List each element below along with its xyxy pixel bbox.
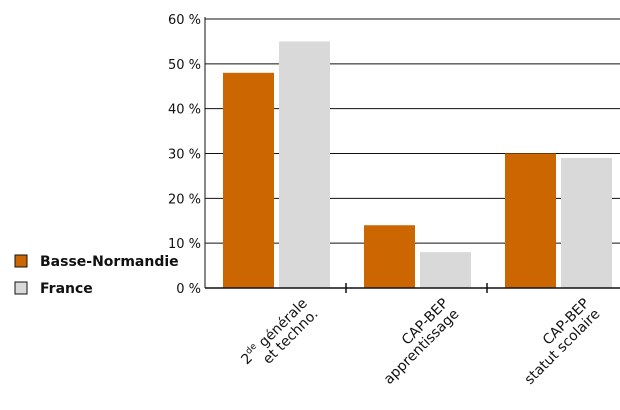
bars bbox=[223, 41, 612, 288]
bar-france-0 bbox=[279, 41, 330, 288]
bar-basse-normandie-0 bbox=[223, 72, 274, 288]
legend-swatch bbox=[14, 281, 28, 295]
y-tick-label: 60 % bbox=[168, 13, 201, 28]
bar-basse-normandie-1 bbox=[364, 225, 415, 288]
y-tick-label: 30 % bbox=[168, 148, 201, 163]
legend-swatch bbox=[14, 254, 28, 268]
y-tick-label: 0 % bbox=[176, 282, 201, 297]
legend-label: France bbox=[40, 281, 93, 297]
y-tick-label: 40 % bbox=[168, 103, 201, 118]
y-tick-label: 10 % bbox=[168, 237, 201, 252]
grid-lines bbox=[205, 18, 620, 244]
bar-basse-normandie-2 bbox=[505, 153, 556, 288]
axes bbox=[204, 17, 620, 293]
y-tick-label: 50 % bbox=[168, 58, 201, 73]
legend-label: Basse-Normandie bbox=[40, 254, 179, 270]
legend: Basse-Normandie France bbox=[14, 254, 179, 297]
bar-france-2 bbox=[561, 157, 612, 288]
bar-france-1 bbox=[420, 252, 471, 288]
y-tick-label: 20 % bbox=[168, 192, 201, 207]
y-axis-ticks: 0 % 10 % 20 % 30 % 40 % 50 % 60 % bbox=[168, 13, 201, 297]
